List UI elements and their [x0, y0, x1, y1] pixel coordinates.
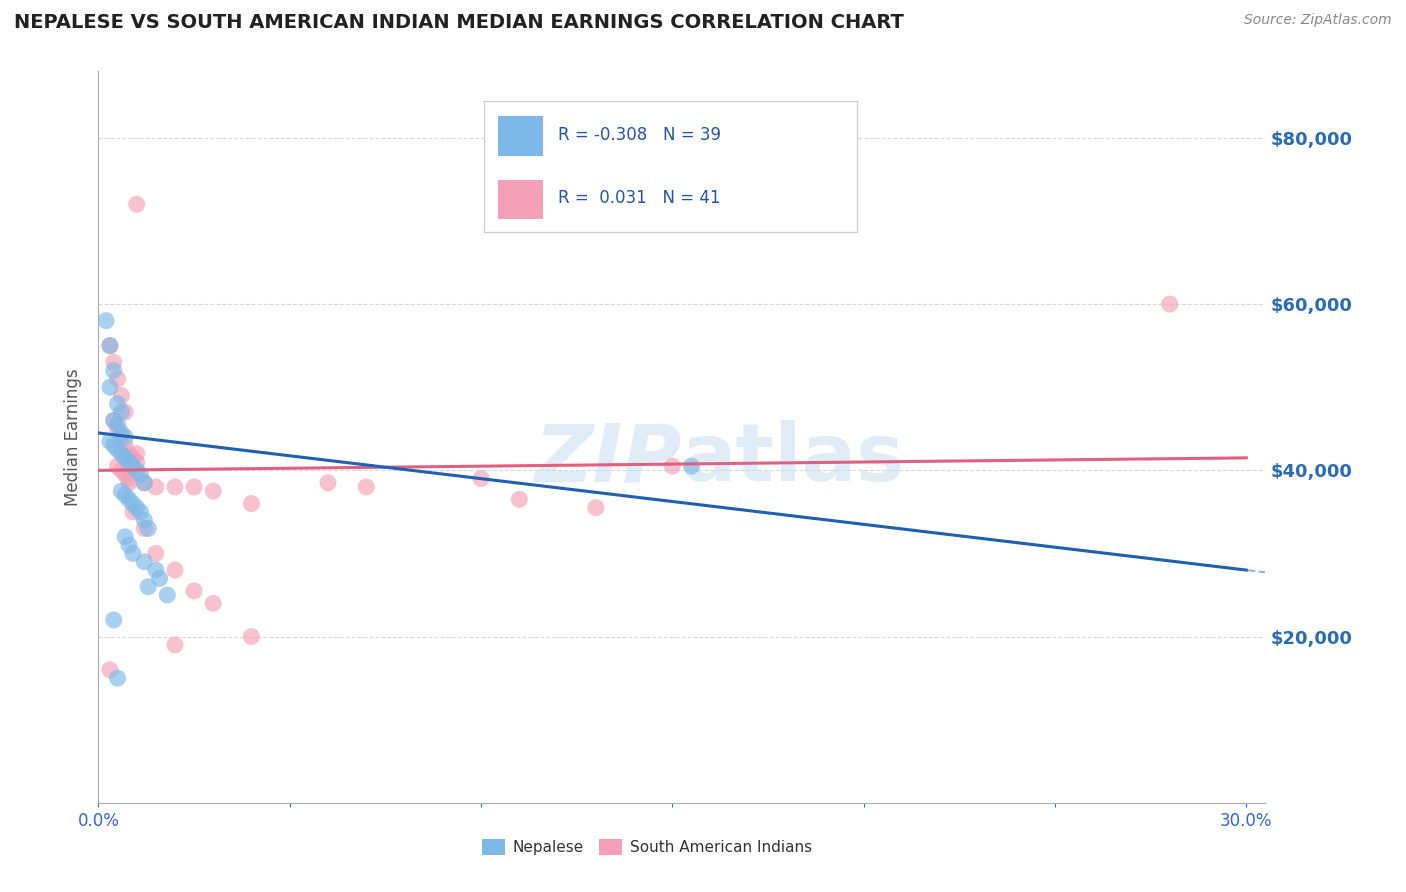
Point — [107, 671, 129, 685]
Point — [110, 405, 132, 419]
Point — [107, 459, 129, 474]
Point — [98, 338, 121, 352]
Point — [129, 467, 152, 482]
Point — [103, 438, 125, 452]
Point — [121, 505, 143, 519]
Point — [118, 475, 141, 490]
Point — [145, 480, 167, 494]
Point — [114, 450, 136, 465]
Point — [134, 475, 156, 490]
Point — [103, 613, 125, 627]
Point — [681, 459, 703, 474]
Point — [107, 417, 129, 432]
Point — [136, 521, 159, 535]
Point — [183, 583, 205, 598]
Point — [134, 513, 156, 527]
Point — [110, 388, 132, 402]
Point — [98, 434, 121, 449]
Point — [163, 480, 186, 494]
Point — [98, 380, 121, 394]
Point — [316, 475, 339, 490]
Point — [202, 596, 225, 610]
Text: ZIP: ZIP — [534, 420, 682, 498]
Point — [470, 472, 492, 486]
Point — [136, 580, 159, 594]
Point — [118, 538, 141, 552]
Text: Source: ZipAtlas.com: Source: ZipAtlas.com — [1244, 13, 1392, 28]
Point — [103, 413, 125, 427]
Point — [121, 546, 143, 560]
Point — [110, 430, 132, 444]
Point — [121, 450, 143, 465]
Point — [118, 455, 141, 469]
Point — [163, 638, 186, 652]
Point — [110, 463, 132, 477]
Point — [354, 480, 377, 494]
Point — [134, 555, 156, 569]
Point — [94, 314, 117, 328]
Point — [163, 563, 186, 577]
Point — [114, 438, 136, 452]
Point — [183, 480, 205, 494]
Point — [107, 397, 129, 411]
Point — [125, 455, 148, 469]
Point — [114, 488, 136, 502]
Point — [585, 500, 607, 515]
Point — [125, 197, 148, 211]
Point — [103, 413, 125, 427]
Point — [121, 497, 143, 511]
Point — [202, 484, 225, 499]
Point — [129, 505, 152, 519]
Point — [103, 363, 125, 377]
Point — [114, 430, 136, 444]
Point — [134, 475, 156, 490]
Point — [98, 663, 121, 677]
Point — [103, 355, 125, 369]
Point — [661, 459, 683, 474]
Y-axis label: Median Earnings: Median Earnings — [65, 368, 83, 506]
Point — [118, 492, 141, 507]
Point — [114, 467, 136, 482]
Point — [1159, 297, 1181, 311]
Point — [125, 447, 148, 461]
Text: atlas: atlas — [682, 420, 905, 498]
Point — [145, 563, 167, 577]
Point — [134, 521, 156, 535]
Point — [107, 442, 129, 457]
Point — [240, 497, 263, 511]
Point — [110, 447, 132, 461]
Point — [114, 530, 136, 544]
Point — [110, 425, 132, 440]
Point — [149, 571, 172, 585]
Point — [121, 459, 143, 474]
Point — [110, 484, 132, 499]
Point — [508, 492, 530, 507]
Point — [98, 338, 121, 352]
Point — [145, 546, 167, 560]
Point — [156, 588, 179, 602]
Point — [125, 463, 148, 477]
Point — [107, 372, 129, 386]
Point — [125, 500, 148, 515]
Point — [118, 447, 141, 461]
Point — [240, 630, 263, 644]
Legend: Nepalese, South American Indians: Nepalese, South American Indians — [475, 833, 818, 861]
Point — [107, 422, 129, 436]
Point — [114, 405, 136, 419]
Point — [118, 472, 141, 486]
Text: NEPALESE VS SOUTH AMERICAN INDIAN MEDIAN EARNINGS CORRELATION CHART: NEPALESE VS SOUTH AMERICAN INDIAN MEDIAN… — [14, 13, 904, 32]
